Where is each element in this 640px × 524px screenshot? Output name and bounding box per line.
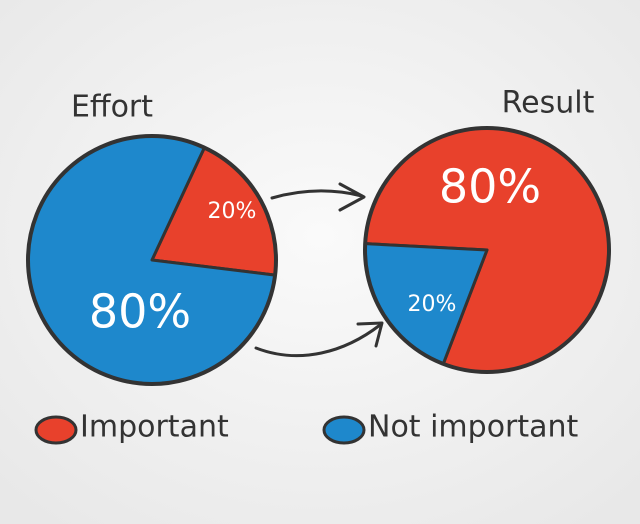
arrow <box>254 323 382 358</box>
legend: Important Not important <box>34 410 579 445</box>
value-label: 80% <box>89 285 191 339</box>
legend-label: Not important <box>368 410 579 445</box>
pie-outline <box>26 134 278 386</box>
arrow-head <box>338 182 366 212</box>
legend-label: Important <box>80 410 229 445</box>
arrow <box>270 189 364 200</box>
legend-swatch <box>322 415 366 445</box>
pies: 20% 80% Effort 80% 20% Result <box>26 86 611 386</box>
pie-outline <box>363 126 611 374</box>
value-label: 80% <box>439 160 541 214</box>
pie-title: Result <box>502 86 595 121</box>
pie-title: Effort <box>71 90 153 125</box>
value-label: 20% <box>208 199 257 224</box>
arrow-head <box>356 321 384 348</box>
value-label: 20% <box>408 292 457 317</box>
legend-swatch <box>34 415 78 445</box>
